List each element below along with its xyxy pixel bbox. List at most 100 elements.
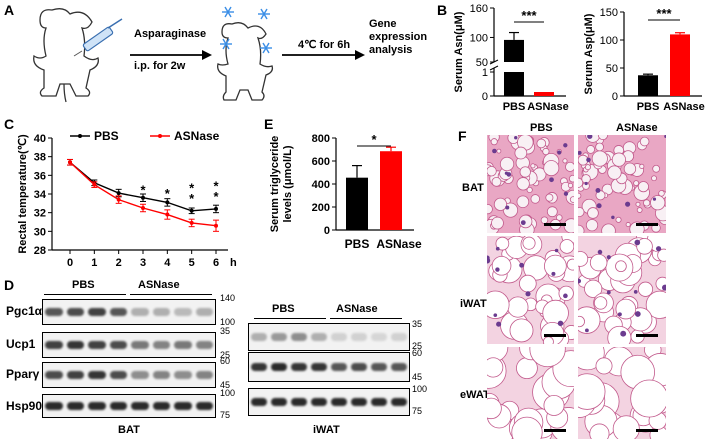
mw-marker: 25: [412, 341, 423, 351]
nucleus: [655, 246, 662, 252]
bat-blot-row: [42, 394, 216, 418]
nucleus: [563, 191, 569, 196]
adipocyte: [542, 147, 550, 156]
bat-blot-row: [42, 362, 216, 388]
scale-bar: [636, 429, 658, 432]
mw-marker: 25: [220, 350, 231, 360]
nucleus: [586, 157, 591, 163]
y-tick-label: 50: [476, 57, 488, 69]
bat-group-pbs: PBS: [72, 279, 95, 291]
nucleus: [595, 187, 601, 193]
iwat-label: iWAT: [313, 424, 340, 436]
nucleus: [606, 290, 611, 295]
nucleus: [606, 255, 611, 260]
adipocyte: [584, 279, 603, 298]
mw-marker: 140: [220, 293, 236, 303]
adipocyte: [491, 216, 504, 230]
step1-duration: i.p. for 2w: [134, 60, 186, 72]
bar-pbs-lower: [504, 72, 524, 96]
mw-marker: 35: [220, 326, 231, 336]
adipocyte: [516, 177, 530, 191]
x-tick-label: 2: [116, 257, 122, 269]
band: [351, 398, 367, 406]
protein-label: Pparγ: [6, 367, 40, 381]
band: [66, 402, 84, 410]
x-tick-label: 4: [164, 257, 171, 269]
adipocyte: [530, 194, 541, 204]
y-tick-label: 400: [312, 179, 330, 191]
significance-star: *: [189, 191, 195, 206]
adipocyte: [589, 423, 610, 439]
band: [331, 398, 347, 406]
x-tick-label: PBS: [345, 237, 370, 251]
data-point: [116, 191, 121, 196]
x-tick-label: 0: [67, 257, 73, 269]
adipocyte: [578, 373, 606, 410]
nucleus: [563, 143, 568, 148]
nucleus: [514, 136, 518, 140]
adipocyte: [491, 255, 512, 276]
step2-label: 4℃ for 6h: [298, 39, 351, 51]
band: [351, 363, 367, 371]
bar-asnase: [380, 151, 402, 230]
adipocyte: [645, 290, 666, 319]
band: [251, 333, 267, 341]
band: [88, 402, 106, 410]
nucleus: [557, 320, 564, 327]
adipocyte: [595, 357, 613, 375]
band: [152, 341, 170, 349]
band: [391, 398, 407, 406]
adipocyte: [633, 180, 640, 187]
band: [351, 333, 367, 341]
bar-asnase: [534, 92, 554, 96]
band: [371, 333, 387, 341]
adipocyte: [545, 193, 554, 202]
band: [174, 341, 192, 349]
adipocyte: [542, 336, 554, 344]
significance-star: *: [213, 189, 219, 204]
x-tick-label: PBS: [503, 101, 526, 113]
adipocyte: [540, 216, 549, 224]
band: [291, 398, 307, 406]
band: [174, 308, 192, 316]
nucleus: [495, 267, 500, 272]
bar-asnase: [670, 34, 690, 96]
nucleus: [520, 220, 526, 226]
nucleus: [652, 197, 657, 201]
nucleus: [505, 205, 510, 210]
adipocyte: [509, 318, 534, 343]
adipocyte: [507, 296, 529, 318]
syringe-icon: [73, 18, 123, 57]
significance-star: *: [140, 182, 146, 197]
adipocyte: [637, 281, 654, 297]
y-tick-label: 100: [600, 35, 618, 47]
adipocyte: [635, 201, 641, 207]
bar-pbs: [346, 177, 368, 230]
adipocyte: [565, 161, 574, 172]
band: [109, 341, 127, 349]
panel-label-f: F: [458, 128, 467, 144]
band: [45, 341, 63, 349]
protein-label: Ucp1: [6, 337, 36, 351]
result-line-1: Gene: [369, 18, 397, 30]
adipocyte: [522, 236, 536, 250]
band: [391, 363, 407, 371]
adipocyte: [587, 207, 599, 219]
data-point: [165, 200, 170, 205]
nucleus: [504, 171, 509, 175]
nucleus: [634, 311, 641, 317]
adipocyte: [585, 219, 599, 232]
band: [311, 333, 327, 341]
y-axis-label: Serum Asn(μM): [453, 11, 465, 92]
mw-marker: 75: [220, 410, 231, 420]
band: [371, 398, 387, 406]
nucleus: [487, 257, 491, 264]
snowflake-icons: [220, 6, 272, 54]
data-point: [141, 206, 145, 210]
nucleus: [634, 239, 641, 246]
adipocyte: [595, 142, 604, 152]
adipocyte: [601, 223, 616, 233]
nucleus: [554, 248, 559, 253]
adipocyte: [584, 164, 591, 171]
x-tick-label: ASNase: [663, 101, 705, 113]
